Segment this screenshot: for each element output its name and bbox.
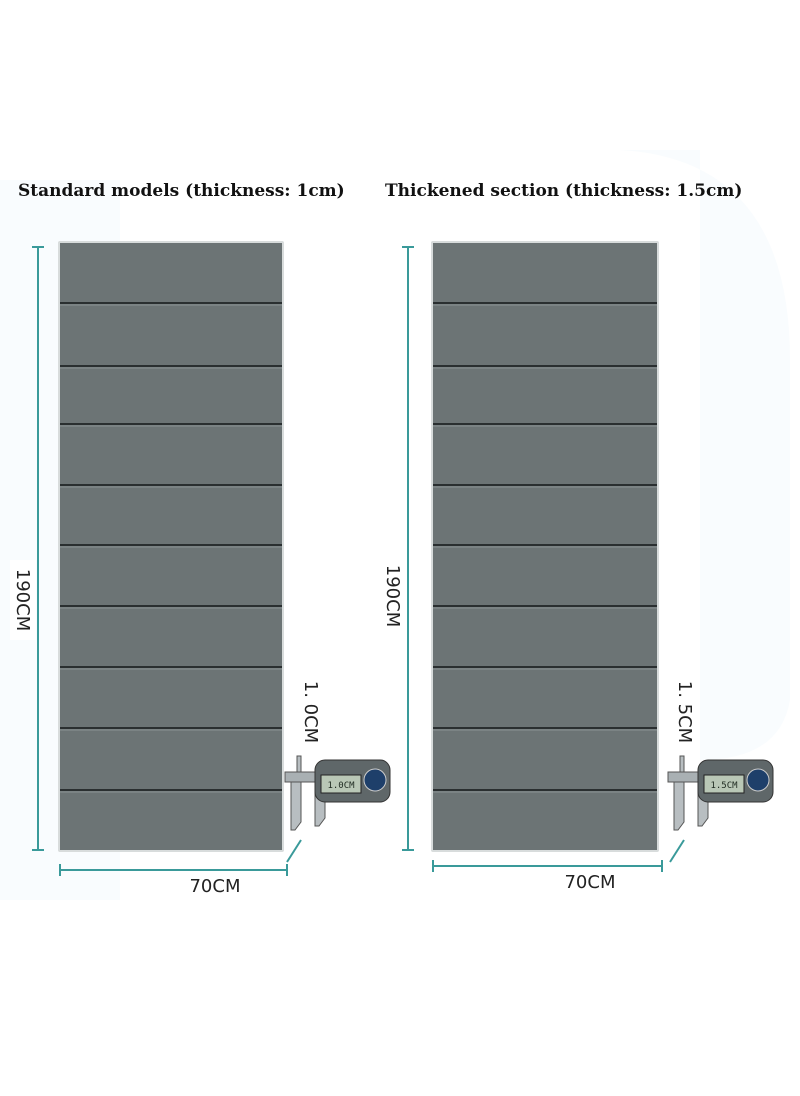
height-label: 190CM bbox=[382, 565, 403, 627]
width-label: 70CM bbox=[189, 876, 240, 897]
mat bbox=[431, 241, 659, 852]
label-bg bbox=[380, 556, 406, 636]
label-bg bbox=[10, 560, 36, 640]
caliper-dial bbox=[746, 768, 770, 792]
height-label: 190CM bbox=[12, 569, 33, 631]
caliper: 1.5CM bbox=[667, 755, 774, 831]
panel-title: Thickened section (thickness: 1.5cm) bbox=[385, 181, 742, 201]
mat bbox=[58, 241, 284, 852]
panel-title: Standard models (thickness: 1cm) bbox=[18, 181, 345, 201]
thickness-label: 1. 0CM bbox=[300, 681, 321, 743]
width-label: 70CM bbox=[564, 872, 615, 893]
caliper-jaw bbox=[290, 781, 302, 831]
caliper: 1.0CM bbox=[284, 755, 391, 831]
thickness-line bbox=[669, 839, 685, 863]
thickness-line bbox=[286, 839, 302, 863]
caliper-screen bbox=[320, 774, 362, 794]
caliper-jaw bbox=[679, 755, 685, 773]
caliper-screen bbox=[703, 774, 745, 794]
caliper-jaw bbox=[673, 781, 685, 831]
caliper-reading: 1.5CM bbox=[710, 781, 738, 791]
caliper-reading: 1.0CM bbox=[327, 781, 355, 791]
caliper-jaw bbox=[296, 755, 302, 773]
caliper-dial bbox=[363, 768, 387, 792]
thickness-label: 1. 5CM bbox=[674, 681, 695, 743]
